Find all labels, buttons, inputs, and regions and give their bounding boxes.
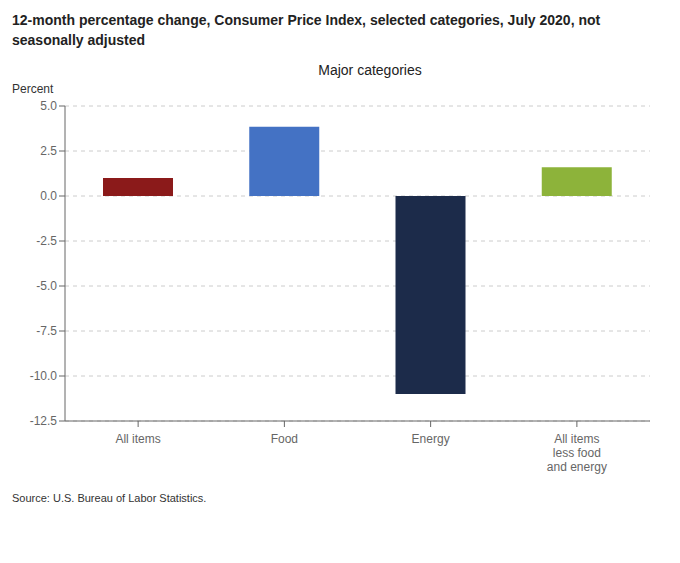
html-text:Major categories: Major categories — [318, 62, 422, 78]
svg-text:-5.0: -5.0 — [36, 279, 57, 293]
svg-text:All items: All items — [115, 432, 160, 446]
svg-text:-12.5: -12.5 — [30, 414, 58, 428]
svg-text:-10.0: -10.0 — [30, 369, 58, 383]
svg-text:2.5: 2.5 — [40, 144, 57, 158]
svg-text:Energy: Energy — [412, 432, 450, 446]
svg-text:Food: Food — [271, 432, 298, 446]
svg-text:-7.5: -7.5 — [36, 324, 57, 338]
svg-text:0.0: 0.0 — [40, 189, 57, 203]
html-text:12-month percentage change, Co: 12-month percentage change, Consumer Pri… — [12, 12, 601, 48]
html-text:Source: U.S. Bureau of Labor S: Source: U.S. Bureau of Labor Statistics. — [12, 492, 207, 504]
html-text:Percent: Percent — [12, 82, 54, 96]
svg-text:-2.5: -2.5 — [36, 234, 57, 248]
svg-text:All itemsless foodand energy: All itemsless foodand energy — [547, 432, 607, 474]
svg-text:5.0: 5.0 — [40, 99, 57, 113]
